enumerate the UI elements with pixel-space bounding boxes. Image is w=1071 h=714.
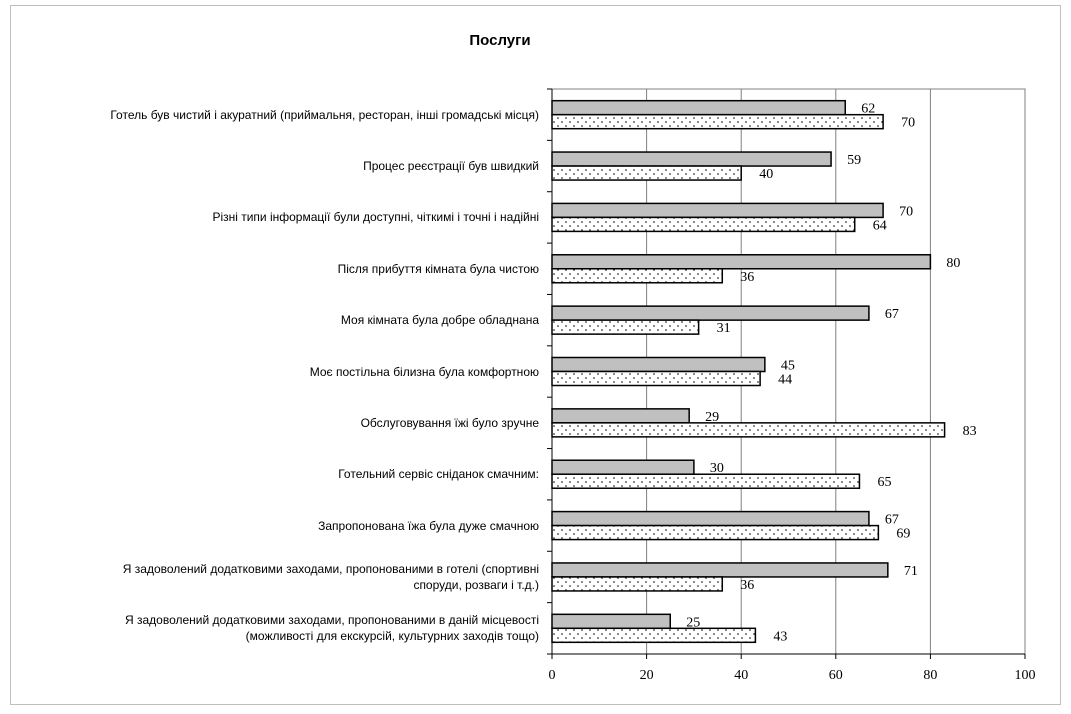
- data-label-series-1: 30: [710, 461, 724, 476]
- bar-series-1: [551, 459, 695, 475]
- category-label-line: Різні типи інформації були доступні, чіт…: [212, 210, 539, 225]
- category-label-line: Я задоволений додатковими заходами, проп…: [124, 613, 539, 628]
- bar-series-2: [551, 113, 884, 130]
- category-label-line: Запропонована їжа була дуже смачною: [318, 518, 539, 533]
- bar-series-1: [551, 254, 932, 270]
- data-label-series-1: 71: [904, 564, 918, 579]
- category-label: Обслуговування їжі було зручне: [0, 415, 539, 431]
- chart-frame: [10, 5, 1061, 705]
- category-label-line: споруди, розваги і т.д.): [413, 577, 539, 592]
- category-label-line: Моє постільна білизна була комфортною: [309, 364, 539, 379]
- category-label: Моя кімната була добре обладнана: [0, 312, 539, 328]
- category-label-line: Готельний сервіс сніданок смачним:: [338, 467, 539, 482]
- category-label: Готельний сервіс сніданок смачним:: [0, 466, 539, 482]
- data-label-series-2: 43: [773, 629, 787, 644]
- category-label-line: Обслуговування їжі було зручне: [360, 415, 539, 430]
- bar-series-2: [551, 524, 880, 541]
- x-tick-label: 40: [734, 668, 748, 683]
- data-label-series-2: 69: [896, 527, 910, 542]
- bar-series-1: [551, 613, 671, 630]
- bar-series-2: [551, 268, 724, 284]
- data-label-series-2: 36: [740, 578, 754, 593]
- category-label-line: Готель був чистий і акуратний (приймальн…: [110, 107, 539, 122]
- data-label-series-1: 45: [781, 359, 795, 374]
- category-label-line: (можливості для екскурсій, культурних за…: [245, 629, 539, 644]
- bar-series-2: [551, 216, 856, 233]
- data-label-series-2: 70: [901, 116, 915, 131]
- x-tick-label: 100: [1015, 668, 1036, 683]
- data-label-series-2: 36: [740, 270, 754, 285]
- data-label-series-2: 44: [778, 373, 792, 388]
- bar-series-1: [551, 99, 847, 116]
- category-label: Я задоволений додатковими заходами, проп…: [0, 561, 539, 593]
- category-label-line: Я задоволений додатковими заходами, проп…: [122, 561, 539, 576]
- bar-series-1: [551, 305, 870, 321]
- bar-series-2: [551, 165, 742, 181]
- bar-series-1: [551, 356, 766, 373]
- chart-title: Послуги: [469, 32, 531, 49]
- bar-series-2: [551, 319, 700, 335]
- x-tick-label: 20: [640, 668, 654, 683]
- data-label-series-2: 64: [873, 218, 887, 233]
- x-tick-label: 0: [549, 668, 556, 683]
- category-label: Моє постільна білизна була комфортною: [0, 364, 539, 380]
- data-label-series-2: 31: [717, 321, 731, 336]
- bar-series-1: [551, 202, 884, 219]
- data-label-series-2: 65: [877, 475, 891, 490]
- category-label-line: Процес реєстрації був швидкий: [363, 159, 539, 174]
- bar-series-1: [551, 510, 870, 527]
- data-label-series-1: 25: [686, 615, 700, 630]
- bar-series-2: [551, 576, 724, 592]
- bar-series-2: [551, 473, 861, 489]
- x-tick-label: 60: [829, 668, 843, 683]
- bar-series-1: [551, 562, 889, 578]
- category-label: Готель був чистий і акуратний (приймальн…: [0, 107, 539, 123]
- bar-series-2: [551, 627, 757, 644]
- data-label-series-1: 80: [946, 256, 960, 271]
- category-label: Я задоволений додатковими заходами, проп…: [0, 612, 539, 644]
- bar-series-2: [551, 422, 946, 438]
- data-label-series-1: 62: [861, 102, 875, 117]
- category-label-line: Після прибуття кімната була чистою: [337, 261, 539, 276]
- data-label-series-2: 83: [963, 424, 977, 439]
- data-label-series-1: 29: [705, 410, 719, 425]
- bar-series-1: [551, 151, 832, 167]
- data-label-series-1: 70: [899, 204, 913, 219]
- data-label-series-1: 67: [885, 513, 899, 528]
- bar-series-1: [551, 408, 690, 424]
- bar-series-2: [551, 370, 761, 387]
- category-label: Після прибуття кімната була чистою: [0, 261, 539, 277]
- category-label: Запропонована їжа була дуже смачною: [0, 518, 539, 534]
- data-label-series-2: 40: [759, 167, 773, 182]
- category-label: Різні типи інформації були доступні, чіт…: [0, 209, 539, 225]
- data-label-series-1: 59: [847, 153, 861, 168]
- data-label-series-1: 67: [885, 307, 899, 322]
- category-label: Процес реєстрації був швидкий: [0, 158, 539, 174]
- category-label-line: Моя кімната була добре обладнана: [340, 313, 539, 328]
- x-tick-label: 80: [923, 668, 937, 683]
